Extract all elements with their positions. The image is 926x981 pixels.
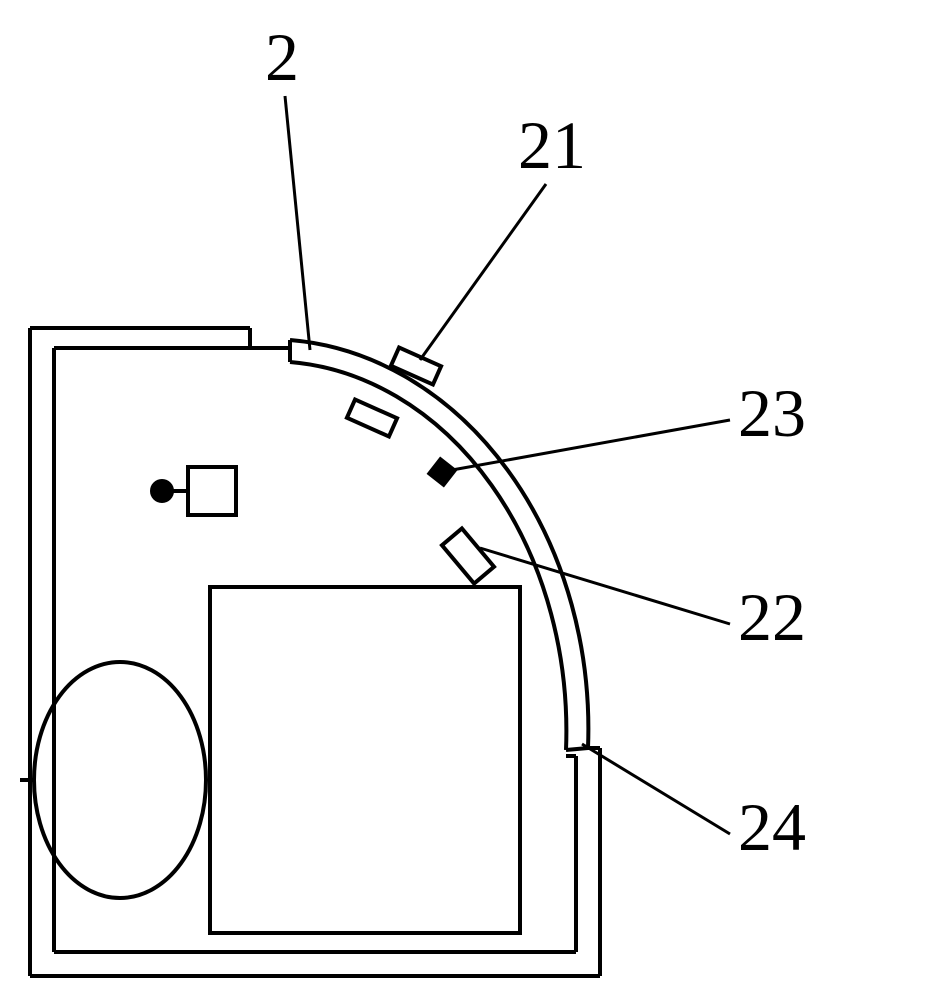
label-2: 2 <box>265 19 299 95</box>
label-21: 21 <box>518 107 586 183</box>
leader-2 <box>285 96 310 350</box>
leaders <box>285 96 730 834</box>
internals <box>20 467 520 933</box>
tab-inner-upper <box>347 400 397 437</box>
label-23: 23 <box>738 375 806 451</box>
label-24: 24 <box>738 789 806 865</box>
leader-21 <box>420 184 546 360</box>
leader-23 <box>452 420 730 470</box>
labels: 2 21 23 22 24 <box>265 19 806 865</box>
tab-outer-21 <box>391 348 441 385</box>
label-22: 22 <box>738 579 806 655</box>
leader-24 <box>582 744 730 834</box>
arc-outer <box>290 340 588 748</box>
ellipse <box>34 662 206 898</box>
center-black-23 <box>429 459 454 484</box>
housing <box>30 328 600 976</box>
arc-inner <box>290 362 566 750</box>
technical-diagram: 2 21 23 22 24 <box>0 0 926 981</box>
tab-inner-lower-22 <box>442 528 494 583</box>
small-square <box>188 467 236 515</box>
big-square <box>210 587 520 933</box>
arc-end-cap <box>566 748 588 750</box>
small-dot <box>152 481 172 501</box>
